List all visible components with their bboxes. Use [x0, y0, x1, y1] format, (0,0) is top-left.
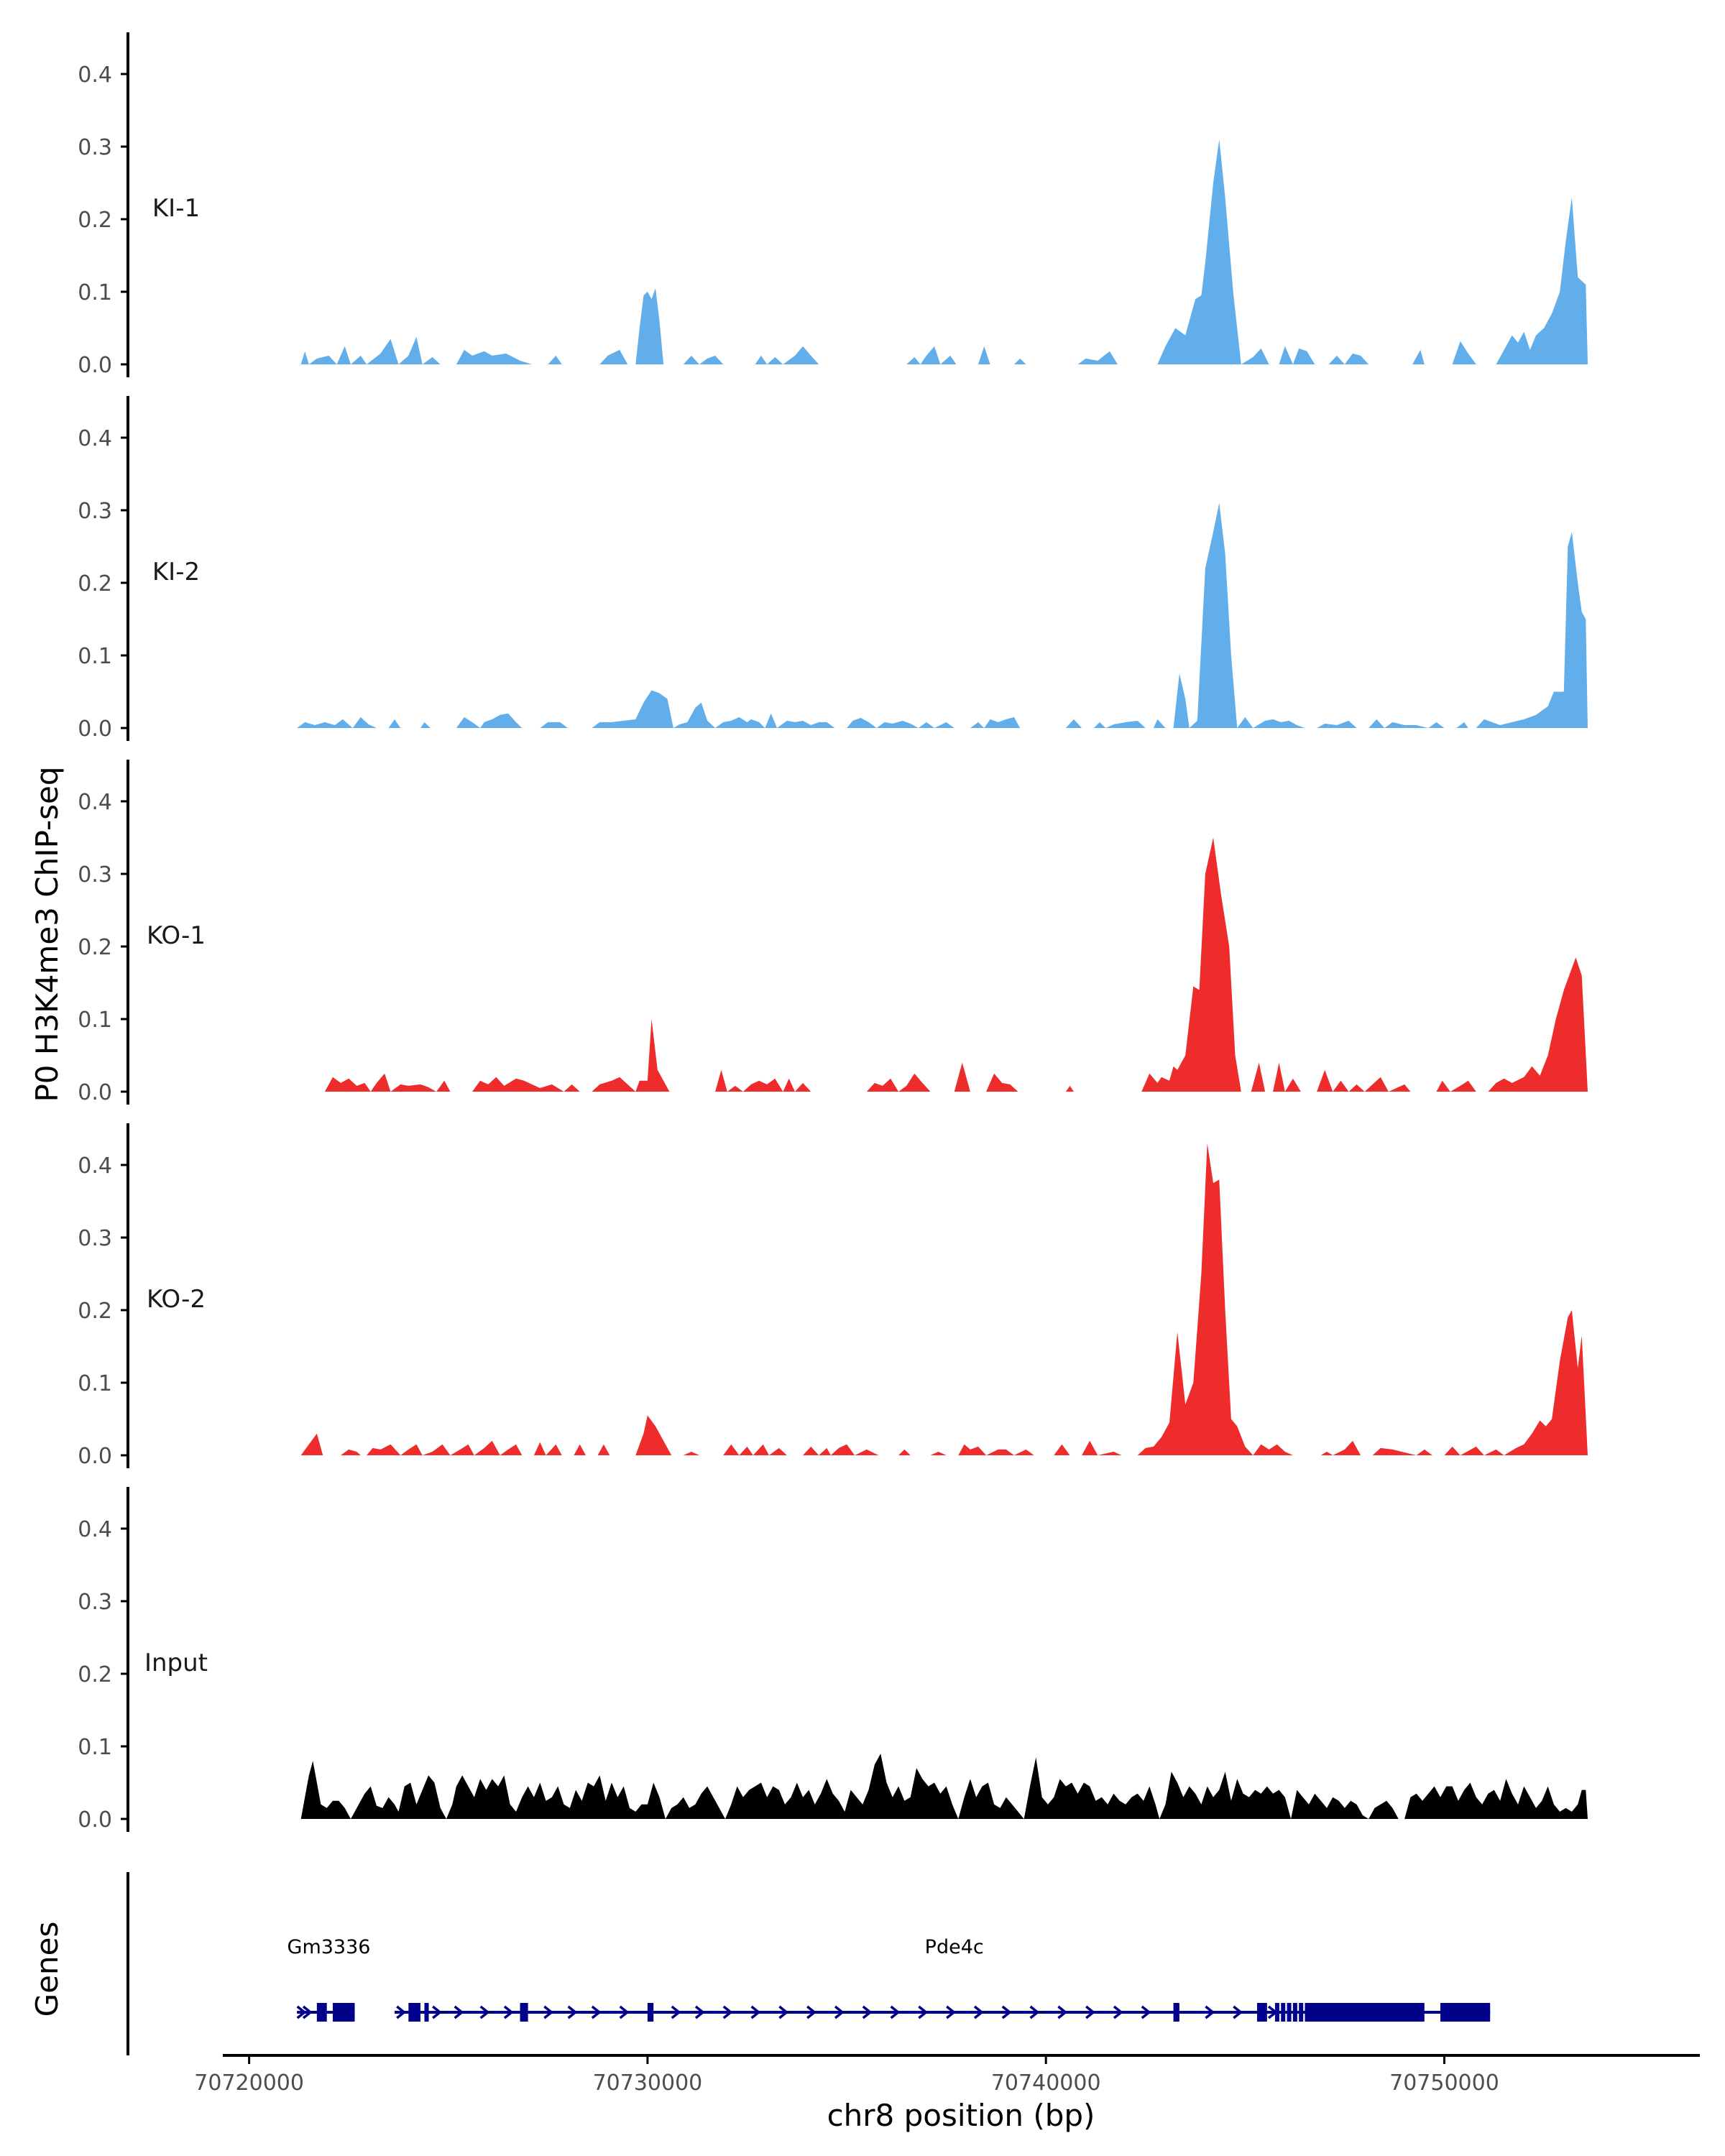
- strand-arrow: [479, 2005, 490, 2019]
- gene-exon: [1440, 2003, 1491, 2022]
- gene-exon: [316, 2003, 327, 2022]
- y-tick-label: 0.4: [78, 1517, 112, 1542]
- x-axis: 70720000 70730000 70740000 70750000: [194, 2054, 1700, 2096]
- gene-pde4c: Pde4c: [394, 1936, 1491, 2022]
- tracks: 0.00.10.20.30.4KI-10.00.10.20.30.4KI-20.…: [78, 32, 1588, 1833]
- y-tick-label: 0.2: [78, 1662, 112, 1687]
- strand-arrow: [1233, 2005, 1243, 2019]
- y-tick-label: 0.1: [78, 1008, 112, 1033]
- y-tick-label: 0.4: [78, 63, 112, 88]
- gene-exon: [1287, 2003, 1292, 2022]
- y-tick-label: 0.1: [78, 1735, 112, 1760]
- x-axis-title: chr8 position (bp): [827, 2098, 1095, 2133]
- strand-arrow: [694, 2005, 705, 2019]
- y-tick-label: 0.2: [78, 571, 112, 596]
- x-tick-label: 70720000: [194, 2070, 304, 2096]
- strand-arrow: [432, 2005, 442, 2019]
- strand-arrow: [302, 2005, 313, 2019]
- strand-arrow: [1085, 2005, 1095, 2019]
- y-tick-label: 0.4: [78, 426, 112, 451]
- y-tick-label: 0.0: [78, 1807, 112, 1833]
- gene-name-label: Gm3336: [288, 1936, 371, 1958]
- strand-arrow: [1001, 2005, 1012, 2019]
- track-input: 0.0 0.1 0.2 0.3 0.4 Input: [78, 1487, 1588, 1833]
- gene-gm3336: Gm3336: [288, 1936, 371, 2022]
- track-label: KI-1: [152, 194, 200, 223]
- y-tick-label: 0.0: [78, 353, 112, 378]
- strand-arrow: [890, 2005, 901, 2019]
- y-tick-label: 0.2: [78, 208, 112, 233]
- y-tick-label: 0.3: [78, 499, 112, 524]
- gene-exon: [424, 2003, 429, 2022]
- y-tick-label: 0.1: [78, 1371, 112, 1396]
- gene-exon: [647, 2003, 654, 2022]
- gene-name-label: Pde4c: [925, 1936, 984, 1958]
- y-tick-label: 0.2: [78, 1299, 112, 1324]
- strand-arrow: [918, 2005, 929, 2019]
- y-tick-label: 0.1: [78, 644, 112, 669]
- y-tick-label: 0.4: [78, 790, 112, 815]
- strand-arrow: [619, 2005, 630, 2019]
- strand-arrow: [567, 2005, 578, 2019]
- gene-exon: [408, 2003, 420, 2022]
- x-tick-label: 70750000: [1389, 2070, 1499, 2096]
- strand-arrow: [1057, 2005, 1068, 2019]
- gene-exon: [520, 2003, 528, 2022]
- x-tick-label: 70740000: [991, 2070, 1101, 2096]
- strand-arrow: [396, 2005, 407, 2019]
- y-tick-label: 0.3: [78, 862, 112, 888]
- y-tick-label: 0.0: [78, 1444, 112, 1469]
- genes-panel-label: Genes: [29, 1922, 65, 2017]
- strand-arrow: [834, 2005, 845, 2019]
- strand-arrow: [1141, 2005, 1151, 2019]
- gene-exon: [1173, 2003, 1179, 2022]
- track-label: Input: [144, 1649, 208, 1677]
- track-label: KI-2: [152, 558, 200, 586]
- y-tick-label: 0.1: [78, 280, 112, 305]
- x-tick-label: 70730000: [593, 2070, 703, 2096]
- genes-panel: Gm3336 Pde4c: [126, 1872, 1491, 2055]
- gene-exon: [1256, 2003, 1267, 2022]
- y-axis-title: P0 H3K4me3 ChIP-seq: [29, 766, 65, 1102]
- strand-arrow: [296, 2005, 307, 2019]
- y-tick-label: 0.3: [78, 1226, 112, 1251]
- strand-arrow: [862, 2005, 873, 2019]
- strand-arrow: [591, 2005, 602, 2019]
- y-tick-label: 0.4: [78, 1153, 112, 1179]
- y-tick-label: 0.0: [78, 1080, 112, 1105]
- track-ko-2: 0.0 0.1 0.2 0.3 0.4 KO-2: [78, 1123, 1588, 1469]
- signal-area: [300, 1754, 1588, 1819]
- strand-arrow: [722, 2005, 733, 2019]
- strand-arrow: [750, 2005, 761, 2019]
- strand-arrow: [946, 2005, 956, 2019]
- strand-arrow: [503, 2005, 514, 2019]
- track-label: KO-1: [147, 921, 206, 950]
- y-tick-label: 0.0: [78, 717, 112, 742]
- track-label: KO-2: [147, 1285, 206, 1314]
- gene-exon: [1305, 2003, 1425, 2022]
- strand-arrow: [671, 2005, 681, 2019]
- gene-exon: [1292, 2003, 1297, 2022]
- strand-arrow: [1205, 2005, 1215, 2019]
- y-tick-label: 0.3: [78, 135, 112, 160]
- strand-arrow: [454, 2005, 464, 2019]
- strand-arrow: [1267, 2005, 1278, 2019]
- gene-exon: [333, 2003, 355, 2022]
- y-tick-label: 0.2: [78, 935, 112, 960]
- strand-arrow: [543, 2005, 554, 2019]
- strand-arrow: [806, 2005, 816, 2019]
- track-ko-1: 0.0 0.1 0.2 0.3 0.4 KO-1: [78, 760, 1588, 1105]
- strand-arrow: [973, 2005, 984, 2019]
- strand-arrow: [778, 2005, 789, 2019]
- strand-arrow: [1029, 2005, 1040, 2019]
- y-tick-label: 0.3: [78, 1590, 112, 1615]
- gene-exon: [1281, 2003, 1286, 2022]
- gene-exon: [1299, 2003, 1304, 2022]
- track-ki-2: 0.0 0.1 0.2 0.3 0.4 KI-2: [78, 396, 1588, 742]
- strand-arrow: [1113, 2005, 1123, 2019]
- track-ki-1: 0.0 0.1 0.2 0.3 0.4 KI-1: [78, 32, 1588, 378]
